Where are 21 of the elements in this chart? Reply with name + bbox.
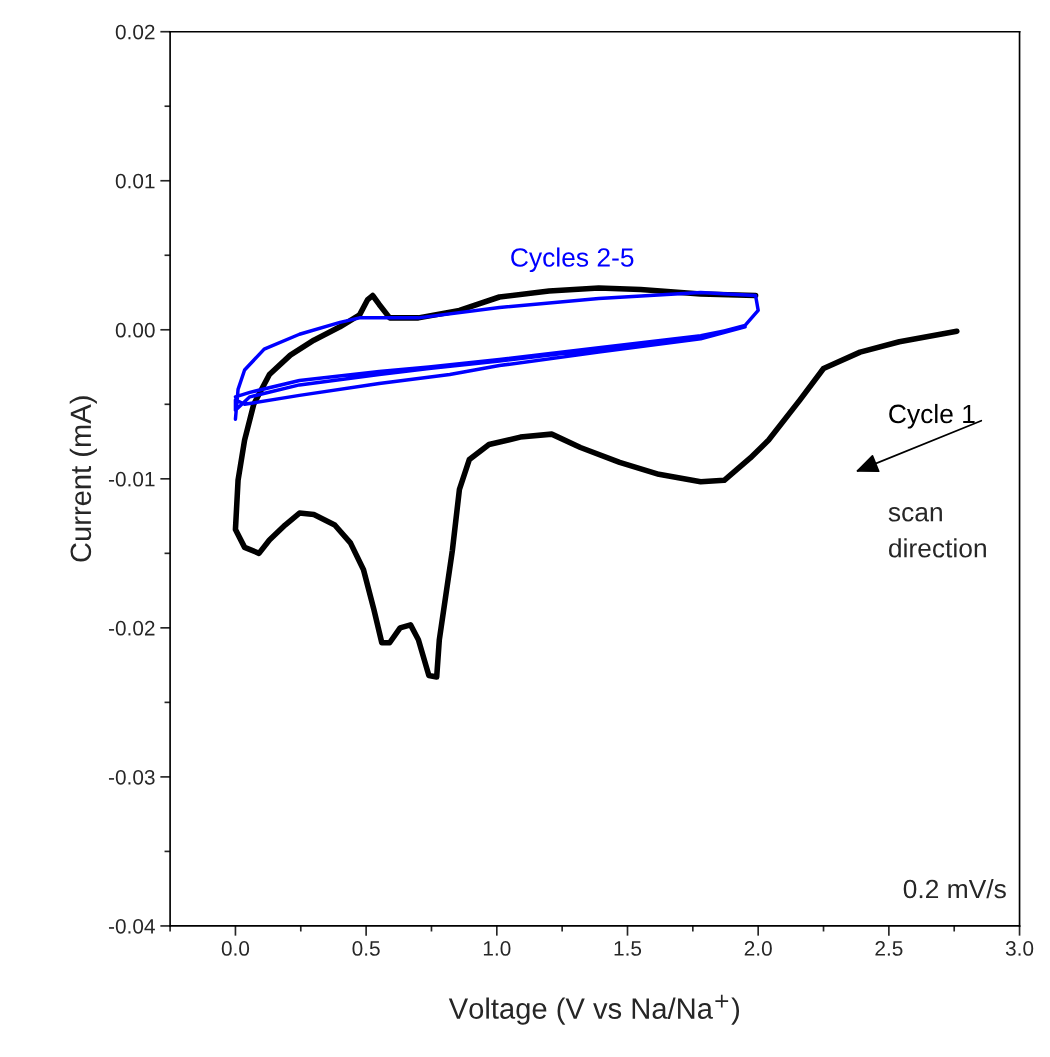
x-tick-label: 1.5 <box>614 941 642 956</box>
x-tick-label: 2.0 <box>744 941 772 956</box>
y-tick-label: -0.01 <box>108 471 155 487</box>
x-tick-label: 1.0 <box>483 941 511 956</box>
text: Cycle 1 <box>889 403 975 429</box>
x-axis-title: Voltage (V vs Na/Na$^{+}$) <box>448 994 740 1025</box>
annotation: scan direction <box>888 507 986 558</box>
y-tick-label: 0.01 <box>115 173 155 189</box>
x-tick-label: 3.0 <box>1005 941 1034 956</box>
y-tick-label: -0.03 <box>108 769 155 785</box>
y-tick-label: 0.00 <box>115 322 155 338</box>
y-tick-label: 0.02 <box>115 24 155 40</box>
y-tick-label: -0.02 <box>108 620 155 636</box>
annotation: 0.2 mV/s <box>903 878 1006 899</box>
y-tick-label: -0.04 <box>108 918 155 934</box>
x-tick-label: 0.5 <box>352 941 380 956</box>
line-series <box>233 290 760 421</box>
y-axis-title: Current (mA) <box>69 396 97 562</box>
x-tick-label: 0.0 <box>221 941 250 956</box>
x-tick-label: 2.5 <box>875 941 903 956</box>
series-label: Cycles 2-5 <box>511 247 634 273</box>
